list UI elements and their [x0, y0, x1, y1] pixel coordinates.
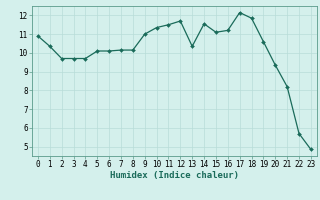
X-axis label: Humidex (Indice chaleur): Humidex (Indice chaleur) [110, 171, 239, 180]
